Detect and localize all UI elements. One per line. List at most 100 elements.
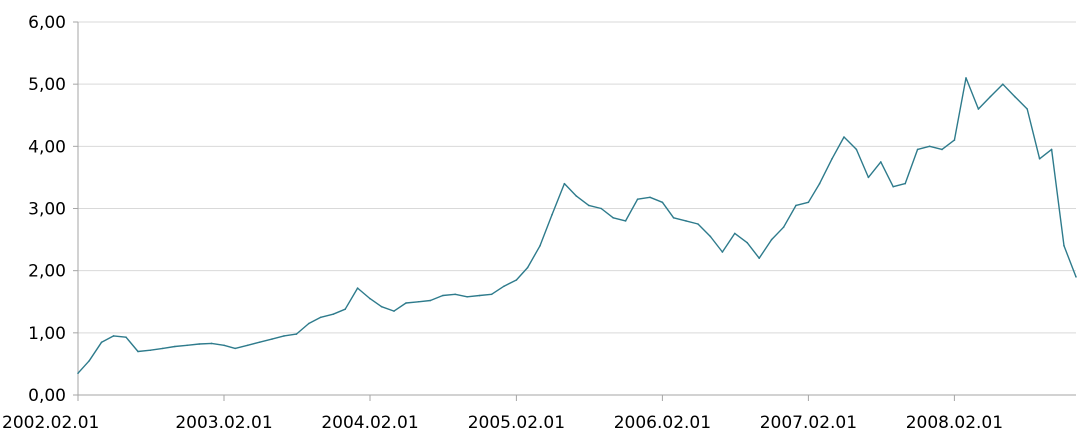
data-point <box>746 241 748 244</box>
data-point <box>818 182 821 185</box>
data-point <box>137 350 139 353</box>
y-tick-label: 1,00 <box>28 324 66 344</box>
data-point <box>758 257 760 260</box>
data-point <box>843 136 845 138</box>
data-point <box>283 335 285 337</box>
data-point <box>709 235 712 238</box>
data-point <box>588 204 590 207</box>
series-layer <box>77 77 1077 375</box>
data-point <box>186 344 188 347</box>
data-point <box>210 342 213 345</box>
data-point <box>503 285 505 288</box>
y-tick-label: 5,00 <box>28 75 66 95</box>
data-point <box>442 294 444 297</box>
data-point <box>478 294 481 297</box>
data-point <box>1050 148 1053 151</box>
x-tick-label: 2007.02.01 <box>760 413 857 433</box>
data-point <box>563 182 566 185</box>
data-point <box>393 310 395 312</box>
data-point <box>295 333 298 335</box>
data-point <box>989 95 992 98</box>
data-point <box>734 232 736 235</box>
data-point <box>223 344 225 347</box>
x-tick-label: 2002.02.01 <box>2 413 99 433</box>
data-point <box>1038 157 1041 160</box>
data-point <box>515 279 518 281</box>
data-point <box>697 223 699 225</box>
data-point <box>1075 276 1077 278</box>
data-point <box>429 299 432 302</box>
data-point <box>174 345 176 348</box>
data-point <box>672 217 675 219</box>
data-point <box>466 295 469 298</box>
y-tick-label: 3,00 <box>28 200 66 220</box>
x-tick-label: 2004.02.01 <box>321 413 418 433</box>
data-point <box>526 266 529 269</box>
data-point <box>369 297 371 300</box>
data-point <box>649 196 651 199</box>
data-point <box>782 226 785 228</box>
data-point <box>624 220 627 222</box>
data-point <box>332 313 335 315</box>
data-point <box>1063 245 1065 247</box>
data-point <box>904 182 906 185</box>
y-axis-ticks: 0,00 1,00 2,00 3,00 4,00 5,00 6,00 <box>28 13 66 406</box>
data-point <box>636 198 639 200</box>
data-point <box>612 217 614 219</box>
data-point <box>308 322 310 325</box>
data-point <box>344 308 347 311</box>
data-point <box>831 157 833 160</box>
data-point <box>417 300 420 303</box>
gridlines <box>78 21 1076 334</box>
data-point <box>965 77 967 79</box>
data-point <box>271 338 273 340</box>
x-tick-label: 2006.02.01 <box>614 413 711 433</box>
data-point <box>77 372 79 375</box>
y-tick-label: 6,00 <box>28 13 66 33</box>
data-point <box>405 302 407 304</box>
data-point <box>600 207 602 210</box>
data-point <box>880 161 882 163</box>
data-point <box>454 293 457 296</box>
x-tick-label: 2005.02.01 <box>468 413 565 433</box>
data-point <box>661 201 664 204</box>
data-point <box>100 341 103 343</box>
data-point <box>953 139 956 141</box>
data-point <box>162 347 164 350</box>
axes <box>73 21 1076 396</box>
data-point <box>1002 83 1004 85</box>
data-point <box>258 341 261 343</box>
data-point <box>916 148 919 151</box>
data-point <box>198 343 200 345</box>
data-point <box>855 148 858 151</box>
series-line <box>77 77 1077 374</box>
data-point <box>795 204 797 207</box>
data-point <box>892 185 894 188</box>
data-point <box>685 220 687 222</box>
data-point <box>941 148 943 151</box>
data-point <box>234 347 236 350</box>
y-tick-label: 2,00 <box>28 262 66 282</box>
data-point <box>551 213 553 216</box>
data-point <box>380 305 383 308</box>
data-point <box>1026 108 1028 110</box>
data-point <box>1014 95 1016 98</box>
data-point <box>928 145 931 148</box>
data-point <box>575 195 578 197</box>
data-point <box>356 287 359 289</box>
x-tick-label: 2003.02.01 <box>175 413 272 433</box>
y-tick-label: 4,00 <box>28 137 66 157</box>
data-point <box>149 349 152 352</box>
x-axis-ticks: 2002.02.01 2003.02.01 2004.02.01 2005.02.01… <box>2 395 1003 433</box>
data-point <box>88 360 90 362</box>
data-point <box>977 108 980 110</box>
data-point <box>246 344 249 347</box>
data-point <box>125 336 127 338</box>
data-point <box>320 316 322 319</box>
data-point <box>807 201 810 204</box>
data-point <box>539 245 541 247</box>
data-point <box>770 238 773 241</box>
data-point <box>112 335 115 337</box>
x-tick-label: 2008.02.01 <box>906 413 1003 433</box>
